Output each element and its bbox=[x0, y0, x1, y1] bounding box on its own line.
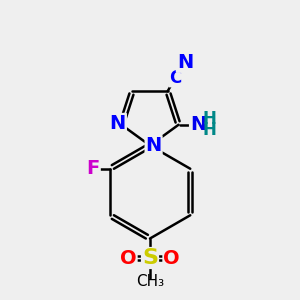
Text: O: O bbox=[163, 248, 180, 268]
Text: F: F bbox=[87, 159, 100, 178]
Text: N: N bbox=[190, 115, 206, 134]
Text: N: N bbox=[146, 136, 162, 155]
Text: CH₃: CH₃ bbox=[136, 274, 164, 289]
Text: H: H bbox=[202, 110, 216, 128]
Text: O: O bbox=[120, 248, 137, 268]
Text: N: N bbox=[110, 114, 126, 133]
Text: N: N bbox=[177, 53, 193, 72]
Text: C: C bbox=[169, 69, 181, 87]
Text: H: H bbox=[202, 121, 216, 139]
Text: S: S bbox=[142, 248, 158, 268]
